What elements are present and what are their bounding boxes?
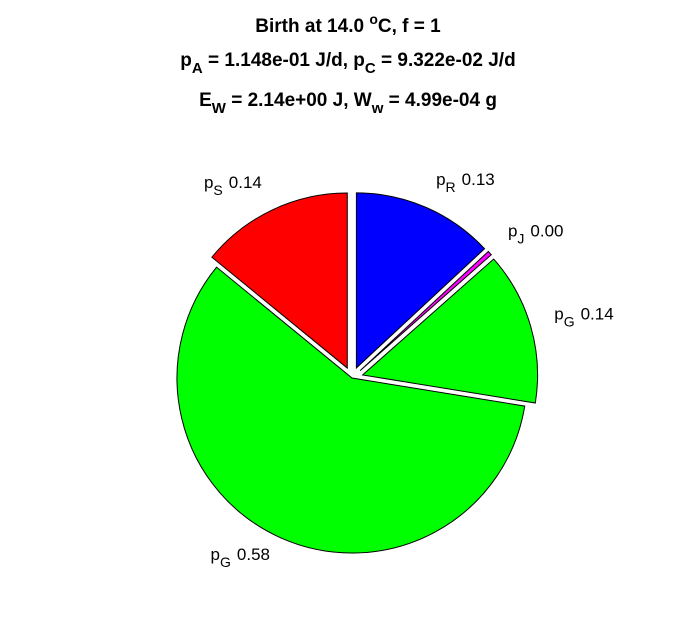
pie-slice — [211, 192, 348, 370]
label-symbol: p — [211, 545, 220, 564]
title-part: w — [371, 100, 384, 117]
title-part: Birth at 14.0 — [255, 16, 369, 37]
label-subscript: R — [446, 179, 456, 195]
label-symbol: p — [508, 222, 517, 241]
title-part: = 2.14e+00 J, W — [226, 90, 372, 111]
chart-title: Birth at 14.0 oC, f = 1 — [255, 11, 441, 37]
label-value: 0.58 — [237, 545, 270, 564]
slice-label: pS 0.14 — [204, 173, 262, 198]
pie-slice — [176, 266, 526, 554]
slice-label: pG 0.14 — [554, 305, 613, 330]
title-part: C — [365, 60, 376, 77]
label-subscript: J — [517, 231, 524, 247]
label-subscript: G — [220, 554, 231, 570]
pie-slice — [359, 250, 492, 371]
label-symbol: p — [204, 173, 213, 192]
label-subscript: S — [213, 182, 222, 198]
slice-label: pR 0.13 — [436, 170, 495, 195]
label-subscript: G — [564, 314, 575, 330]
slice-label: pJ 0.00 — [508, 222, 564, 247]
title-part: A — [192, 60, 203, 77]
title-part: W — [212, 100, 227, 117]
title-part: E — [199, 90, 212, 111]
title-part: C, f = 1 — [378, 16, 441, 37]
chart-title: EW = 2.14e+00 J, Ww = 4.99e-04 g — [199, 90, 497, 117]
label-value: 0.14 — [581, 305, 614, 324]
label-value: 0.00 — [530, 222, 563, 241]
label-value: 0.14 — [229, 173, 262, 192]
title-part: = 4.99e-04 g — [383, 90, 497, 111]
slice-label: pG 0.58 — [211, 545, 270, 570]
pie-slice — [355, 192, 486, 370]
label-value: 0.13 — [462, 170, 495, 189]
title-part: = 1.148e-01 J/d, p — [203, 50, 365, 71]
title-part: = 9.322e-02 J/d — [376, 50, 516, 71]
label-symbol: p — [554, 305, 563, 324]
title-part: p — [180, 50, 192, 71]
title-part: o — [369, 11, 378, 27]
label-symbol: p — [436, 170, 445, 189]
pie-slice — [361, 258, 539, 404]
chart-title: pA = 1.148e-01 J/d, pC = 9.322e-02 J/d — [180, 50, 515, 77]
